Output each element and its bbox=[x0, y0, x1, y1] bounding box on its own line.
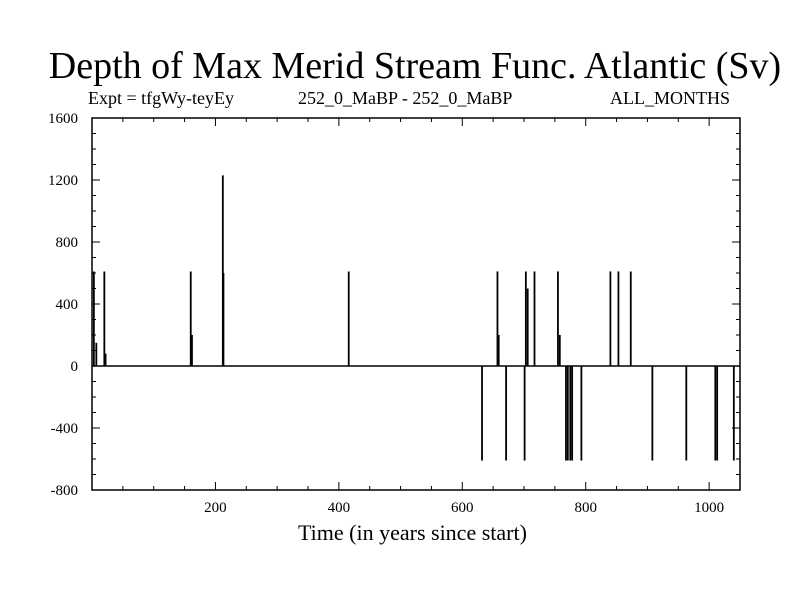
tick-labels: -800 -400 0 400 800 1200 1600 200 400 600 800 1000 bbox=[48, 111, 724, 516]
chart-title: Depth of Max Merid Stream Func. Atlantic… bbox=[48, 45, 782, 87]
x-tick-label: 600 bbox=[451, 500, 474, 516]
x-tick-label: 1000 bbox=[694, 500, 724, 516]
subtitle-months: ALL_MONTHS bbox=[610, 88, 730, 108]
x-tick-label: 800 bbox=[574, 500, 597, 516]
subtitle-experiment: Expt = tfgWy-teyEy bbox=[88, 88, 235, 108]
y-tick-label: 0 bbox=[71, 359, 79, 375]
x-axis-label: Time (in years since start) bbox=[298, 520, 527, 545]
axis-ticks bbox=[92, 117, 741, 491]
data-series bbox=[92, 175, 735, 461]
plot-frame bbox=[91, 117, 741, 491]
x-tick-label: 200 bbox=[204, 500, 227, 516]
y-tick-label: -800 bbox=[51, 483, 79, 499]
subtitle-period: 252_0_MaBP - 252_0_MaBP bbox=[298, 88, 513, 108]
y-tick-label: 800 bbox=[56, 235, 79, 251]
x-tick-label: 400 bbox=[328, 500, 351, 516]
y-tick-label: 1600 bbox=[48, 111, 78, 127]
y-tick-label: -400 bbox=[51, 421, 79, 437]
y-tick-label: 400 bbox=[56, 297, 79, 313]
y-tick-label: 1200 bbox=[48, 173, 78, 189]
